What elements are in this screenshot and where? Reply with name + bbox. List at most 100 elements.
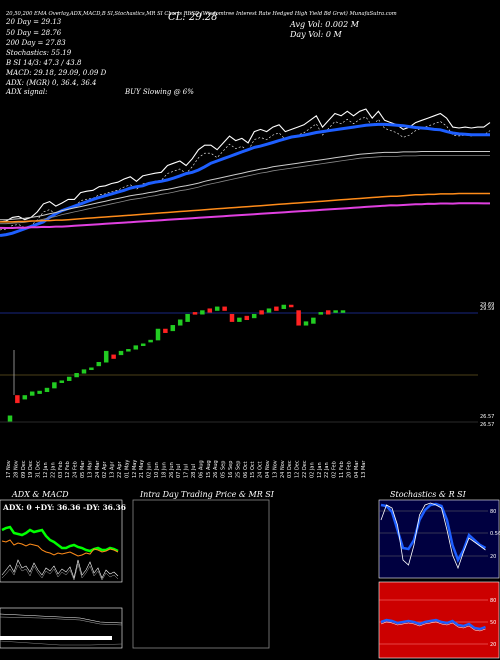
candle: [118, 350, 124, 356]
candle: [237, 317, 242, 322]
candle: [325, 310, 331, 315]
date-tick-label: 24 Nov: [280, 460, 286, 478]
stoch-panel-frame: [378, 499, 500, 579]
date-tick-label: 26 Aug: [213, 460, 219, 478]
macd-readout: MACD: 29.18, 29.09, 0.09 D: [6, 69, 107, 77]
date-tick-label: 13 Nov: [272, 460, 278, 478]
price-tick-label: 29.69: [480, 302, 494, 308]
intraday-panel-frame: [132, 499, 270, 649]
candle: [251, 313, 257, 319]
candle: [222, 306, 227, 311]
date-tick-label: 22 Apr: [117, 460, 123, 478]
candle: [281, 304, 287, 309]
candle: [311, 317, 316, 324]
ema50-readout: 50 Day = 28.76: [6, 29, 62, 37]
avg-volume: Avg Vol: 0.002 M: [290, 20, 359, 29]
candle: [96, 361, 102, 367]
date-tick-label: 18 Jun: [161, 462, 167, 478]
candle: [163, 328, 168, 333]
candle: [74, 373, 79, 378]
date-tick-label: 12 May: [132, 460, 138, 478]
adx-plus-line: [1, 525, 119, 553]
date-tick-label: 05 Mar: [80, 460, 86, 478]
si-level-label: 20: [490, 642, 496, 648]
stoch-level-label: 0.56: [490, 531, 500, 537]
date-tick-label: 24 Oct: [258, 461, 264, 478]
candle: [192, 312, 198, 315]
date-tick-label: 12 Jan: [43, 462, 49, 478]
candle: [155, 328, 161, 341]
candle: [229, 313, 235, 322]
buy-signal: BUY Slowing @ 6%: [125, 88, 194, 96]
candle: [274, 306, 279, 311]
date-tick-label: 28 Jul: [191, 464, 197, 478]
candle: [170, 325, 176, 332]
adx-panel-title: ADX & MACD: [12, 490, 69, 499]
price-tick-label: 29.59: [480, 306, 494, 312]
candle: [177, 319, 183, 326]
date-tick-label: 26 Jun: [169, 462, 175, 478]
header-top-line: 20,50,200 EMA Overlay,ADX,MACD,B SI,Stoc…: [6, 11, 397, 17]
si-level-label: 50: [490, 620, 496, 626]
date-tick-label: 04 Mar: [354, 460, 360, 478]
macd-histogram: [0, 636, 112, 640]
macd-panel-frame: [0, 607, 123, 649]
date-tick-label: 12 Dec: [295, 460, 301, 478]
candle: [52, 382, 57, 389]
close-price: CL: 29.28: [168, 12, 218, 23]
series-line-price-shadow: [0, 116, 491, 231]
candle: [207, 308, 213, 313]
day-volume: Day Vol: 0 M: [290, 30, 342, 39]
date-tick-label: 25 Sep: [235, 461, 241, 478]
date-tick-label: 02 Feb: [332, 461, 338, 478]
date-tick-label: 17 Jul: [184, 464, 190, 478]
date-tick-label: 22 Dec: [302, 460, 308, 478]
candle: [340, 310, 346, 313]
adx-line: [1, 559, 119, 580]
adx-line-secondary: [1, 563, 119, 581]
date-tick-label: 22 Jan: [324, 462, 330, 478]
candle: [288, 304, 294, 308]
date-tick-label: 09 Dec: [21, 460, 27, 478]
date-tick-label: 07 Jul: [176, 464, 182, 478]
date-tick-label: 16 Sep: [228, 461, 234, 478]
series-line-long-ema: [0, 202, 490, 229]
candle: [214, 306, 220, 311]
candle: [7, 415, 13, 422]
macd-lower-line: [0, 640, 123, 646]
date-tick-label: 28 Nov: [13, 460, 19, 478]
date-tick-label: 02 Jun: [147, 462, 153, 478]
date-tick-label: 12 Feb: [65, 461, 71, 478]
candle: [185, 313, 190, 322]
series-line-20-day: [0, 122, 490, 237]
candle: [266, 308, 272, 313]
candle: [66, 376, 72, 381]
date-tick-label: 02 Jan: [309, 462, 315, 478]
candle: [126, 349, 131, 352]
stoch-panel-title: Stochastics & R SI: [390, 490, 466, 499]
date-tick-label: 03 Dec: [287, 460, 293, 478]
stoch-d-line: [380, 502, 486, 570]
candle: [200, 310, 205, 315]
date-tick-label: 31 Dec: [36, 460, 42, 478]
candle: [318, 312, 324, 315]
date-tick-label: 06 Aug: [198, 460, 204, 478]
price-tick-label: 26.57: [480, 414, 494, 420]
adx-panel-readout: ADX: 0 +DY: 36.36 -DY: 36.36: [3, 503, 126, 512]
date-tick-label: 24 Feb: [73, 461, 79, 478]
adx-panel-frame: [0, 499, 123, 583]
series-band-50-day: [0, 155, 490, 225]
candle: [111, 354, 116, 359]
candle: [15, 395, 20, 404]
intraday-panel-title: Intra Day Trading Price & MR SI: [140, 490, 274, 499]
si-line: [380, 618, 486, 631]
candle: [148, 339, 153, 343]
date-tick-label: 12 Jan: [317, 462, 323, 478]
macd-signal-line: [0, 616, 123, 626]
candle: [22, 395, 28, 400]
candle: [333, 310, 338, 313]
candle: [44, 387, 50, 393]
si-line-secondary: [380, 621, 486, 632]
date-tick-label: 24 Mar: [95, 460, 101, 478]
